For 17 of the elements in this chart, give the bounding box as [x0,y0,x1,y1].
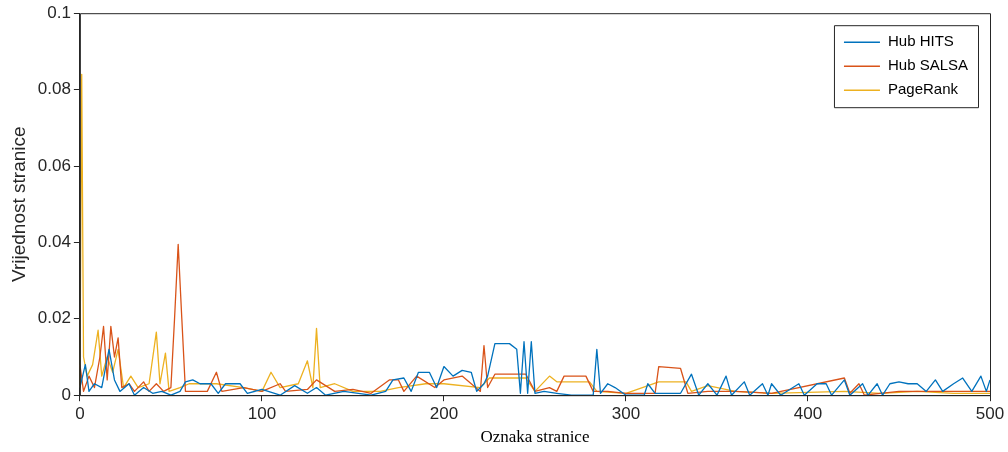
y-tick-label: 0.1 [47,2,71,22]
y-tick-label: 0 [61,384,71,404]
y-tick-label: 0.02 [37,308,71,328]
y-tick-label: 0.08 [37,79,71,99]
y-axis-title: Vrijednost stranice [7,126,29,282]
x-tick-label: 0 [75,404,85,424]
x-tick-label: 500 [975,404,1005,424]
x-axis-title: Oznaka stranice [480,427,590,447]
x-tick-label: 400 [793,404,823,424]
x-tick-label: 200 [429,404,459,424]
y-tick-label: 0.06 [37,155,71,175]
legend-label: Hub SALSA [887,56,968,74]
x-tick-label: 300 [611,404,641,424]
x-tick-label: 100 [247,404,277,424]
y-tick-label: 0.04 [37,232,71,252]
legend-label: PageRank [887,80,959,98]
legend-label: Hub HITS [887,32,954,50]
